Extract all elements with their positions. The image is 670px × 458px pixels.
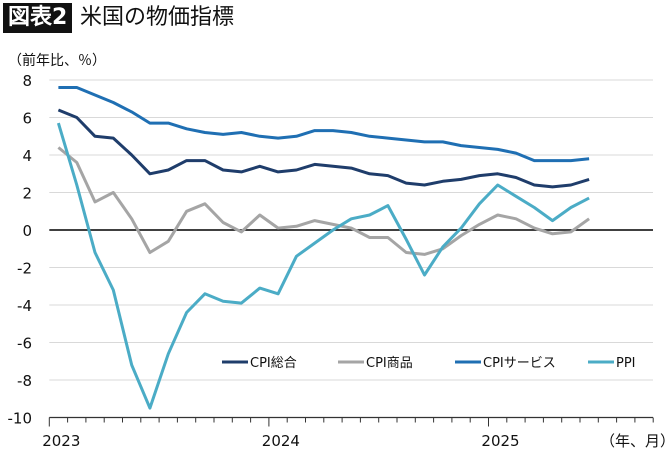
chart-title: 米国の物価指標: [80, 5, 235, 30]
legend-label: CPI総合: [250, 356, 297, 371]
x-axis: 2023 2024 2025: [42, 416, 654, 450]
y-tick-label: 0: [22, 222, 32, 240]
series-line-PPI: [56, 122, 590, 410]
series-line-CPIサービス: [58, 86, 590, 163]
y-tick-label: 8: [22, 72, 32, 90]
legend-label: CPIサービス: [483, 356, 556, 371]
legend: CPI総合 CPI商品 CPIサービス PPI: [222, 356, 636, 371]
series-line-CPI商品: [57, 146, 590, 256]
y-axis-unit-label: （前年比、％）: [8, 53, 106, 69]
y-tick-label: -6: [17, 335, 32, 353]
y-tick-label: -2: [17, 260, 32, 278]
y-tick-label: 2: [22, 185, 32, 203]
legend-label: PPI: [616, 356, 636, 371]
x-axis-unit-label: （年、月）: [600, 432, 670, 450]
series-lines: [56, 86, 590, 410]
y-tick-label: -4: [17, 297, 32, 315]
y-tick-label: 6: [22, 110, 32, 128]
x-tick-label: 2025: [481, 432, 519, 450]
y-tick-label: 4: [22, 147, 32, 165]
figure-number-badge: 図表2: [3, 3, 73, 33]
x-tick-label: 2023: [42, 432, 80, 450]
y-tick-label: -8: [17, 372, 32, 390]
series-line-CPI総合: [57, 108, 590, 189]
y-tick-label: -10: [8, 410, 33, 428]
legend-label: CPI商品: [366, 356, 413, 371]
y-axis-ticks: 8 6 4 2 0 -2 -4 -6 -8 -10: [8, 72, 33, 428]
gridlines: [49, 79, 653, 381]
x-tick-label: 2024: [262, 432, 300, 450]
